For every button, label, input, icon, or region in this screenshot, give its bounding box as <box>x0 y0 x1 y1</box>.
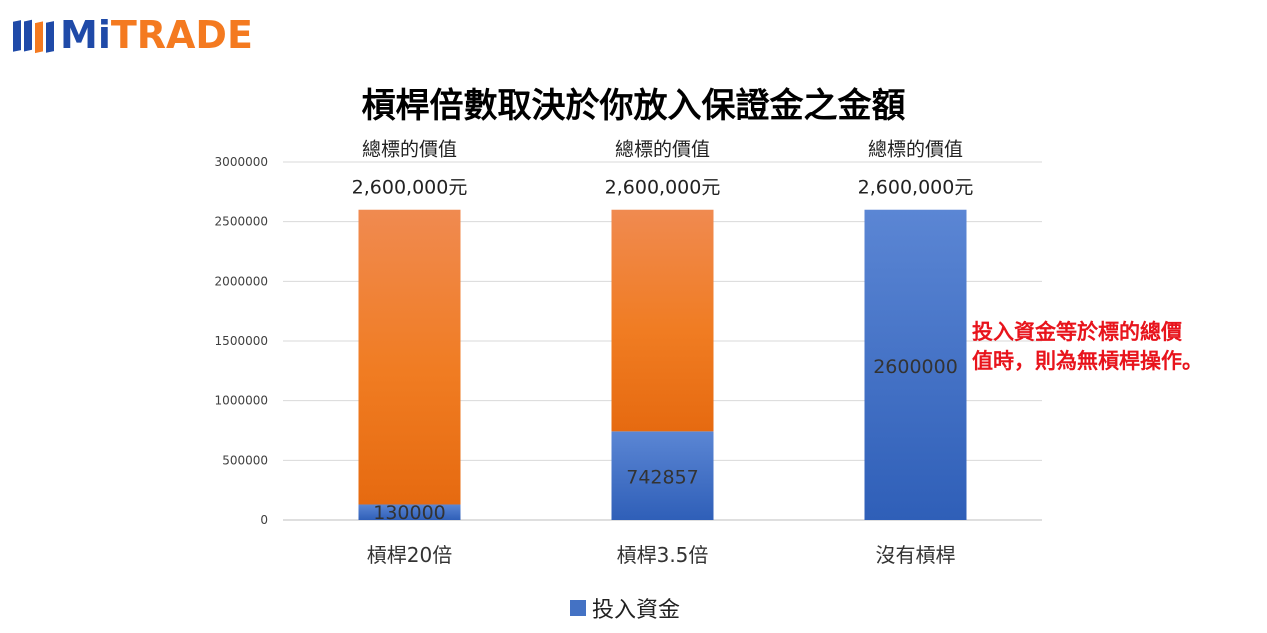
legend-swatch-blue <box>570 600 586 616</box>
bar-remaining <box>611 209 714 432</box>
total-value-label: 2,600,000元 <box>858 177 974 199</box>
y-tick-label: 3000000 <box>215 155 268 169</box>
y-tick-label: 500000 <box>222 453 268 467</box>
x-category-label: 槓桿20倍 <box>367 543 452 567</box>
mitrade-logo-mark-icon <box>13 19 54 54</box>
x-category-label: 沒有槓桿 <box>876 543 956 567</box>
total-value-caption: 總標的價值 <box>615 139 710 161</box>
annotation-line-1: 投入資金等於標的總價 <box>972 320 1182 344</box>
data-label: 2600000 <box>873 356 958 378</box>
bar-investment <box>358 504 461 520</box>
total-value-label: 2,600,000元 <box>352 177 468 199</box>
mitrade-logo: MiTRADE <box>12 12 253 58</box>
y-tick-label: 1000000 <box>215 394 268 408</box>
bar-remaining <box>358 209 461 505</box>
y-tick-label: 1500000 <box>215 334 268 348</box>
brand-mi: Mi <box>60 13 111 57</box>
data-label: 742857 <box>626 467 699 489</box>
y-tick-label: 0 <box>260 513 268 527</box>
total-value-caption: 總標的價值 <box>362 139 457 161</box>
annotation-line-2: 值時，則為無槓桿操作。 <box>972 349 1203 373</box>
legend-label: 投入資金 <box>592 598 681 623</box>
x-category-label: 槓桿3.5倍 <box>617 543 709 567</box>
chart-legend: 投入資金 <box>570 592 680 624</box>
total-value-caption: 總標的價值 <box>868 139 963 161</box>
brand-trade: TRADE <box>110 13 253 57</box>
y-tick-label: 2000000 <box>215 274 268 288</box>
bar-investment <box>611 431 714 520</box>
brand-name: MiTRADE <box>60 16 253 54</box>
total-value-label: 2,600,000元 <box>605 177 721 199</box>
y-tick-label: 2500000 <box>215 215 268 229</box>
chart-title: 槓桿倍數取決於你放入保證金之金額 <box>361 86 906 126</box>
bar-investment <box>864 209 967 520</box>
data-label: 130000 <box>373 502 446 524</box>
annotation-note: 投入資金等於標的總價 值時，則為無槓桿操作。 <box>972 318 1267 376</box>
